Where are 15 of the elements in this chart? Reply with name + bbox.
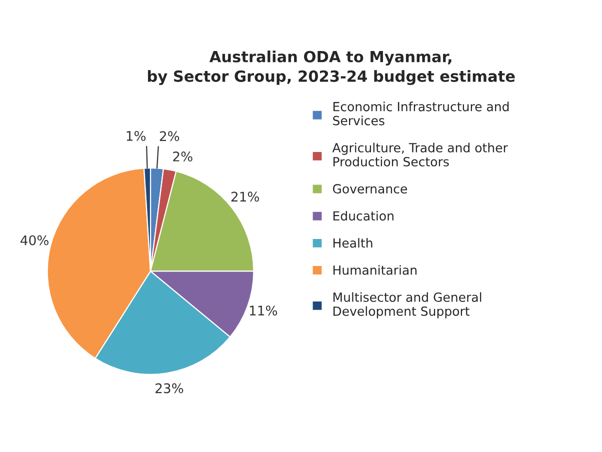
legend-label: Governance	[332, 184, 407, 194]
legend-label: Health	[333, 238, 372, 248]
legend-label: Humanitarian	[333, 265, 416, 275]
data-label: 11%	[250, 306, 278, 316]
data-label: 21%	[231, 192, 260, 202]
legend-label: Multisector and General Development Support	[333, 292, 482, 318]
data-label: 2%	[173, 152, 192, 162]
data-label: 1%	[126, 130, 146, 141]
legend-label: Education	[333, 210, 394, 221]
legend-label: Economic Infrastructure and Services	[333, 102, 509, 126]
data-label: 2%	[160, 131, 180, 142]
chart-title: Australian ODA to Myanmar, by Sector Group, 2023-24 budget estimate	[148, 50, 515, 86]
legend-label: Agriculture, Trade and other Production Sectors	[332, 142, 508, 166]
data-label: 40%	[20, 235, 48, 246]
data-label: 23%	[156, 383, 184, 394]
